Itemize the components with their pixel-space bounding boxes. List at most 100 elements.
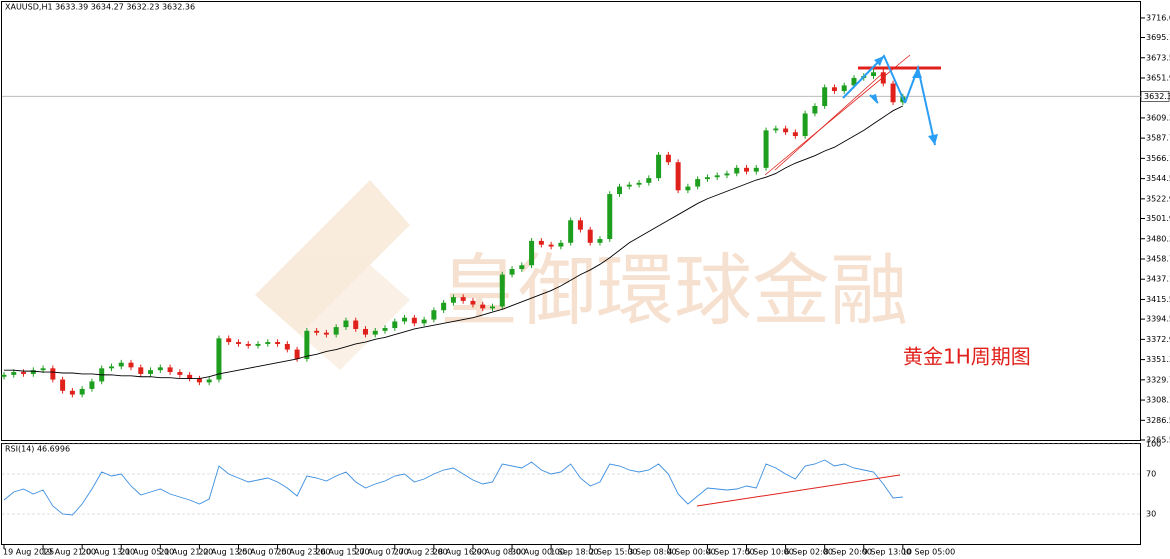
candle-body (304, 330, 310, 359)
candle-body (871, 72, 877, 77)
y-tick-label: 3286.50 (1146, 416, 1170, 425)
x-tick-label: 19 Aug 21:00 (42, 548, 96, 557)
candle-body (538, 240, 544, 245)
candle-body (362, 328, 368, 335)
candle-body (675, 162, 681, 191)
candle-body (499, 274, 505, 307)
moving-average (4, 105, 904, 380)
candle-body (597, 239, 603, 243)
candle-body (294, 349, 300, 359)
candle-body (831, 87, 837, 92)
y-tick-label: 3695.10 (1146, 33, 1170, 42)
x-tick-label: 26 Aug 15:00 (316, 548, 370, 557)
candle-body (763, 130, 769, 168)
candle-body (1, 374, 7, 377)
candle-body (431, 310, 437, 320)
candle-body (704, 177, 710, 180)
candle-body (372, 330, 378, 335)
x-tick-label: 21 Aug 05:00 (120, 548, 174, 557)
y-tick-label: 3265.50 (1146, 435, 1170, 444)
candle-body (519, 265, 525, 270)
candle-body (783, 128, 789, 133)
x-tick-label: 25 Aug 07:00 (237, 548, 291, 557)
candle-body (509, 269, 515, 275)
candle-body (128, 362, 134, 368)
candle-body (792, 132, 798, 136)
candle-body (626, 184, 632, 187)
x-tick-label: 2 Sep 15:00 (589, 548, 637, 557)
y-tick-label: 3544.50 (1146, 174, 1170, 183)
y-tick-label: 3609.30 (1146, 113, 1170, 122)
candle-body (753, 167, 759, 172)
candle-body (822, 87, 828, 107)
candle-body (69, 390, 75, 395)
candle-body (890, 83, 896, 103)
candle-body (460, 297, 466, 301)
candle-body (714, 175, 720, 178)
y-tick-label: 3651.90 (1146, 74, 1170, 83)
candle-body (226, 338, 232, 343)
candle-body (284, 343, 290, 350)
x-tick-label: 27 Aug 23:00 (394, 548, 448, 557)
candle-body (148, 370, 154, 374)
x-tick-label: 22 Aug 13:00 (198, 548, 252, 557)
candle-body (685, 186, 691, 191)
x-tick-label: 3 Sep 08:00 (628, 548, 676, 557)
candle-body (577, 220, 583, 230)
x-tick-label: 4 Sep 17:00 (706, 548, 754, 557)
y-tick-label: 3394.50 (1146, 315, 1170, 324)
candle-body (11, 372, 17, 375)
x-tick-label: 4 Sep 00:00 (667, 548, 715, 557)
candle-body (314, 330, 320, 333)
x-tick-label: 20 Aug 13:00 (81, 548, 135, 557)
candle-body (167, 367, 173, 373)
candle-body (548, 244, 554, 247)
candle-body (636, 182, 642, 185)
candle-body (392, 321, 398, 329)
candle-body (607, 194, 613, 240)
candle-body (108, 366, 114, 369)
candle-body (255, 343, 261, 346)
candle-body (695, 179, 701, 187)
candle-body (89, 381, 95, 389)
candle-body (665, 154, 671, 163)
x-tick-label: 10 Sep 05:00 (902, 548, 955, 557)
candle-body (529, 240, 535, 266)
x-tick-label: 9 Sep 13:00 (863, 548, 911, 557)
candle-body (841, 85, 847, 92)
y-tick-label: 3437.10 (1146, 275, 1170, 284)
candle-body (773, 128, 779, 131)
y-tick-label: 3716.00 (1146, 13, 1170, 22)
candle-body (30, 370, 36, 374)
candle-body (587, 229, 593, 243)
y-tick-label: 3522.90 (1146, 194, 1170, 203)
candle-body (812, 106, 818, 114)
candle-body (157, 367, 163, 371)
candle-body (50, 368, 56, 380)
candle-body (450, 297, 456, 303)
chart-title: XAUUSD,H1 3633.39 3634.27 3632.23 3632.3… (5, 3, 195, 12)
candle-body (343, 320, 349, 328)
candle-body (196, 378, 202, 383)
y-tick-label: 30 (1146, 510, 1156, 519)
candle-body (323, 332, 329, 335)
x-tick-label: 6 Sep 02:00 (785, 548, 833, 557)
candle-body (187, 374, 193, 379)
candle-body (734, 167, 740, 174)
candle-body (138, 367, 144, 374)
y-tick-label: 3308.10 (1146, 396, 1170, 405)
y-tick-label: 70 (1146, 470, 1156, 479)
candle-body (265, 342, 271, 344)
candle-body (646, 178, 652, 183)
y-tick-label: 100 (1146, 440, 1161, 449)
drawings (696, 54, 941, 507)
x-tick-label: 28 Aug 16:00 (433, 548, 487, 557)
rsi-title: RSI(14) 46.6996 (5, 445, 70, 454)
y-tick-label: 3351.30 (1146, 355, 1170, 364)
x-tick-label: 27 Aug 07:00 (355, 548, 409, 557)
candle-body (802, 113, 808, 136)
rsi-panel (1, 443, 1141, 545)
x-tick-label: 8 Sep 20:00 (824, 548, 872, 557)
